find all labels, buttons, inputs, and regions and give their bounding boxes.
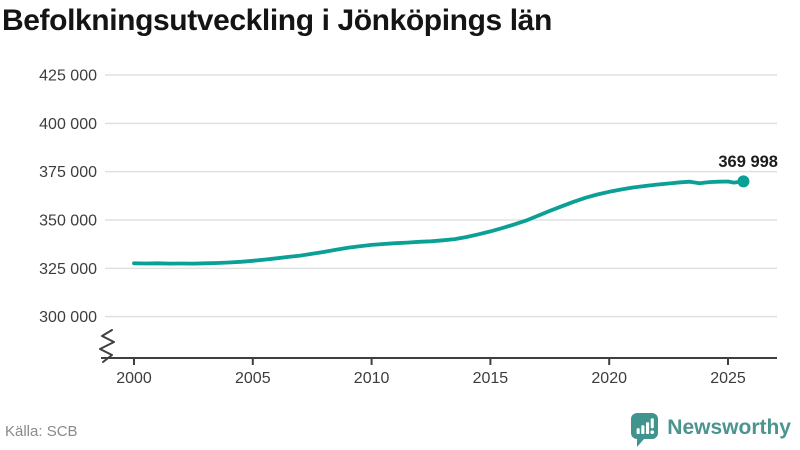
series-end-marker: [737, 175, 750, 188]
end-value-label: 369 998: [718, 153, 778, 171]
x-tick-label: 2005: [235, 370, 271, 387]
x-tick-label: 2025: [710, 370, 746, 387]
y-tick-label: 325 000: [39, 261, 97, 278]
newsworthy-bubble-chart-icon: [631, 413, 659, 447]
y-tick-label: 400 000: [39, 116, 97, 133]
y-tick-label: 425 000: [39, 68, 97, 85]
source-note: Källa: SCB: [5, 423, 78, 440]
x-tick-label: 2015: [473, 370, 509, 387]
y-tick-label: 300 000: [39, 309, 97, 326]
x-tick-label: 2020: [591, 370, 627, 387]
newsworthy-logo: Newsworthy: [631, 413, 791, 448]
y-axis-break-icon: [99, 329, 115, 363]
chart-title: Befolkningsutveckling i Jönköpings län: [2, 4, 552, 37]
y-tick-label: 375 000: [39, 164, 97, 181]
x-tick-label: 2000: [116, 370, 152, 387]
x-tick-label: 2010: [354, 370, 390, 387]
brand-wordmark: Newsworthy: [667, 416, 791, 439]
population-line: [132, 179, 746, 266]
y-tick-label: 350 000: [39, 212, 97, 229]
